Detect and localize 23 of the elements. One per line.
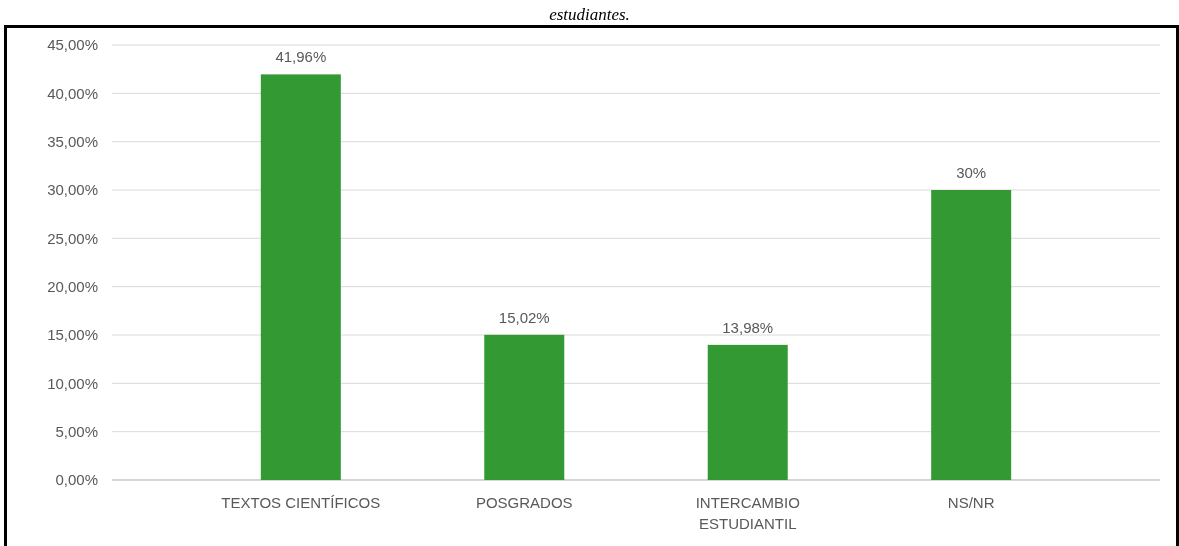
chart-title: estudiantes.: [549, 5, 630, 24]
x-tick-label: TEXTOS CIENTÍFICOS: [221, 494, 381, 511]
y-tick-label: 35,00%: [47, 132, 98, 150]
y-tick-label: 40,00%: [47, 84, 98, 102]
bar: [484, 334, 565, 480]
bar: [931, 190, 1012, 480]
y-tick-label: 10,00%: [47, 374, 98, 392]
y-tick-label: 30,00%: [47, 181, 98, 199]
y-tick-label: 0,00%: [55, 471, 98, 489]
y-tick-label: 5,00%: [55, 422, 98, 440]
data-label: 41,96%: [275, 48, 327, 66]
x-tick-label: INTERCAMBIO ESTUDIANTIL: [695, 494, 800, 532]
data-label: 30%: [956, 164, 987, 181]
y-tick-label: 45,00%: [47, 36, 98, 54]
x-tick-label: NS/NR: [947, 494, 995, 511]
y-tick-label: 15,00%: [47, 326, 98, 344]
bar: [707, 344, 788, 480]
y-tick-label: 25,00%: [47, 229, 98, 247]
y-tick-label: 20,00%: [47, 277, 98, 295]
bar: [260, 74, 341, 480]
data-label: 15,02%: [498, 308, 550, 326]
x-tick-label: POSGRADOS: [475, 494, 573, 511]
data-label: 13,98%: [722, 318, 774, 336]
